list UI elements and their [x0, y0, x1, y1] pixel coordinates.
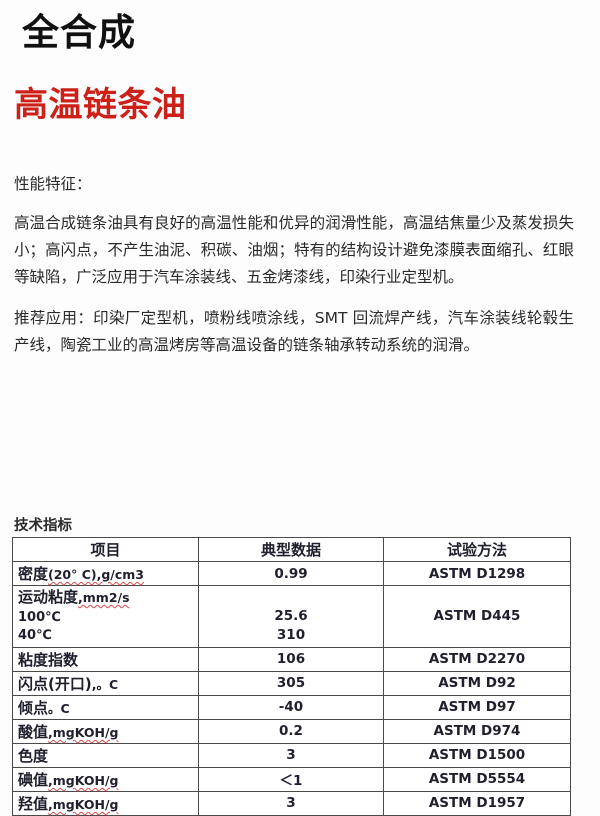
value-text: 3	[286, 747, 296, 764]
item-name-unit: ,mgKOH/g	[48, 772, 119, 788]
table-body: 密度(20° C),g/cm3 0.99 ASTM D1298 运动粘度,mm2/s 1…	[12, 561, 571, 816]
item-name-cn: 闪点(开口)	[18, 674, 92, 693]
item-name-cn: 密度	[18, 565, 49, 583]
item-name-unit: ,mm2/s	[78, 590, 130, 605]
method-text: ASTM D1298	[428, 565, 526, 582]
cell-test-method: ASTM D1298	[383, 561, 571, 586]
item-name-cn: 色度	[18, 746, 49, 765]
cell-item: 碘值,mgKOH/g	[12, 766, 199, 792]
cell-typical-value: -40	[198, 694, 384, 720]
value-text: ＜1	[279, 773, 303, 790]
value-text: 106	[276, 651, 306, 668]
table-row: 倾点。C -40 ASTM D97	[12, 694, 571, 720]
cell-typical-value: 106	[198, 646, 384, 672]
table-row: 酸值,mgKOH/g 0.2 ASTM D974	[12, 718, 571, 744]
item-name-unit: ,mgKOH/g	[48, 724, 119, 740]
applications-paragraph: 推荐应用：印染厂定型机，喷粉线喷涂线，SMT 回流焊产线，汽车涂装线轮毂生产线，…	[14, 309, 574, 354]
features-paragraph: 高温合成链条油具有良好的高温性能和优异的润滑性能，高温结焦量少及蒸发损失小；高闪…	[14, 214, 574, 286]
column-header-typical-value: 典型数据	[198, 537, 384, 562]
cell-item: 粘度指数	[12, 646, 199, 672]
value-text: 0.2	[279, 723, 303, 740]
description-section: 性能特征： 高温合成链条油具有良好的高温性能和优异的润滑性能，高温结焦量少及蒸发…	[14, 173, 574, 374]
item-name-cn: 运动粘度	[18, 588, 79, 606]
spec-table: 项目 典型数据 试验方法 密度(20° C),g/cm3 0.99 ASTM D12…	[12, 537, 571, 816]
item-name-cn: 倾点	[18, 698, 49, 717]
item-name-cn: 羟值	[18, 794, 49, 813]
cell-test-method: ASTM D1500	[383, 742, 571, 768]
cell-item: 运动粘度,mm2/s 100℃ 40℃	[12, 585, 199, 648]
value-text: 305	[276, 675, 306, 692]
item-name-cn: 粘度指数	[18, 650, 79, 669]
cell-item: 酸值,mgKOH/g	[12, 718, 199, 744]
cell-item: 色度	[12, 742, 199, 768]
cell-test-method: ASTM D92	[383, 670, 571, 696]
table-row: 羟值,mgKOH/g 3 ASTM D1957	[12, 790, 571, 816]
cell-typical-value: 3	[198, 790, 384, 816]
cell-item: 密度(20° C),g/cm3	[12, 561, 199, 586]
value-text: 3	[286, 795, 296, 812]
method-text: ASTM D1500	[428, 747, 526, 764]
cell-test-method: ASTM D97	[383, 694, 571, 720]
cell-item: 羟值,mgKOH/g	[12, 790, 199, 816]
table-row: 密度(20° C),g/cm3 0.99 ASTM D1298	[12, 561, 571, 586]
table-row: 粘度指数 106 ASTM D2270	[12, 646, 571, 672]
value-text: 0.99	[274, 565, 308, 582]
item-name-unit: (20° C),g/cm3	[48, 567, 145, 582]
value-line: 310	[276, 626, 306, 643]
table-row: 色度 3 ASTM D1500	[12, 742, 571, 768]
method-text: ASTM D2270	[428, 651, 526, 668]
cell-item: 倾点。C	[12, 694, 199, 720]
method-text: ASTM D97	[438, 699, 516, 716]
cell-typical-value: 0.99	[198, 561, 384, 586]
method-text: ASTM D92	[438, 675, 516, 692]
cell-typical-value: 3	[198, 742, 384, 768]
method-text: ASTM D974	[433, 723, 521, 740]
cell-typical-value: 0.2	[198, 718, 384, 744]
value-line: 25.6	[274, 607, 308, 624]
spec-table-caption: 技术指标	[14, 518, 72, 534]
cell-test-method: ASTM D974	[383, 718, 571, 744]
cell-typical-value: 305	[198, 670, 384, 696]
item-name-cn: 酸值	[18, 722, 49, 741]
page-title: 全合成	[22, 11, 136, 54]
cell-test-method: ASTM D445	[383, 585, 571, 648]
method-text: ASTM D445	[433, 608, 521, 625]
item-name-unit: ,mgKOH/g	[48, 796, 119, 812]
item-name-unit: ,。C	[91, 676, 119, 692]
cell-test-method: ASTM D5554	[383, 766, 571, 792]
value-text: -40	[278, 699, 304, 716]
table-row: 碘值,mgKOH/g ＜1 ASTM D5554	[12, 766, 571, 792]
method-text: ASTM D5554	[428, 771, 526, 788]
item-name-cn: 碘值	[18, 770, 49, 789]
table-row: 闪点(开口),。C 305 ASTM D92	[12, 670, 571, 696]
method-text: ASTM D1957	[428, 795, 526, 812]
column-header-test-method: 试验方法	[383, 537, 571, 562]
item-sub-line: 40℃	[18, 628, 52, 644]
product-name-title: 高温链条油	[14, 85, 187, 125]
cell-test-method: ASTM D1957	[383, 790, 571, 816]
item-name-unit: 。C	[48, 700, 70, 716]
item-sub-line: 100℃	[18, 609, 61, 625]
features-label: 性能特征：	[14, 175, 92, 193]
column-header-item: 项目	[12, 537, 199, 562]
item-main-line: 运动粘度,mm2/s	[18, 587, 194, 609]
cell-typical-value: ＜1	[198, 766, 384, 792]
cell-test-method: ASTM D2270	[383, 646, 571, 672]
cell-item: 闪点(开口),。C	[12, 670, 199, 696]
table-header-row: 项目 典型数据 试验方法	[12, 537, 571, 562]
